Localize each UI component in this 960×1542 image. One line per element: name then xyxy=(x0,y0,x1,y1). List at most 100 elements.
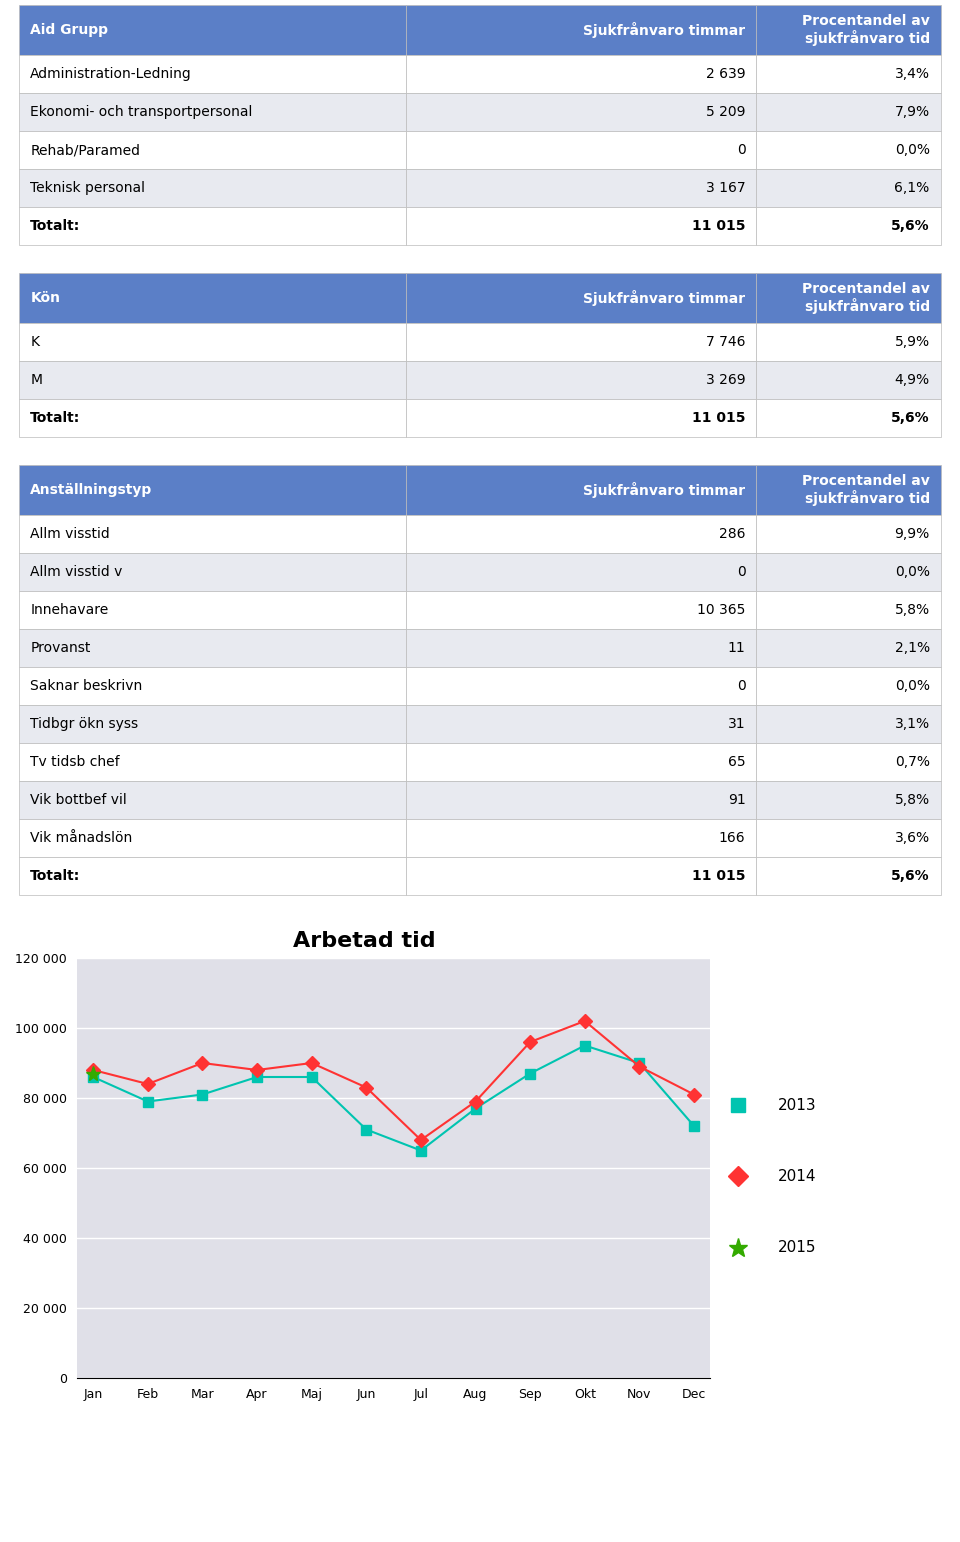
Bar xyxy=(19,56,406,93)
Text: 166: 166 xyxy=(719,831,745,845)
Text: Tv tidsb chef: Tv tidsb chef xyxy=(31,756,120,769)
Bar xyxy=(406,591,756,629)
Text: 31: 31 xyxy=(728,717,745,731)
Text: Anställningstyp: Anställningstyp xyxy=(31,483,153,497)
Bar xyxy=(406,56,756,93)
Bar xyxy=(756,780,941,819)
Bar xyxy=(406,361,756,399)
Bar xyxy=(19,629,406,668)
Bar xyxy=(406,515,756,554)
Bar xyxy=(19,322,406,361)
Bar xyxy=(756,207,941,245)
Bar xyxy=(406,170,756,207)
Text: 2015: 2015 xyxy=(778,1240,816,1255)
Bar xyxy=(406,780,756,819)
Text: 5,9%: 5,9% xyxy=(895,335,929,348)
Bar xyxy=(756,322,941,361)
Text: 0,0%: 0,0% xyxy=(895,678,929,692)
Text: Totalt:: Totalt: xyxy=(31,870,81,884)
Text: 0: 0 xyxy=(736,564,745,578)
Text: Rehab/Paramed: Rehab/Paramed xyxy=(31,143,140,157)
Text: Sjukfrånvaro timmar: Sjukfrånvaro timmar xyxy=(584,483,745,498)
Bar xyxy=(19,591,406,629)
Text: 9,9%: 9,9% xyxy=(895,527,929,541)
Text: Allm visstid v: Allm visstid v xyxy=(31,564,123,578)
Text: Sjukfrånvaro timmar: Sjukfrånvaro timmar xyxy=(584,290,745,305)
Text: Ekonomi- och transportpersonal: Ekonomi- och transportpersonal xyxy=(31,105,252,119)
Text: 286: 286 xyxy=(719,527,745,541)
Text: 2013: 2013 xyxy=(778,1098,816,1112)
Bar xyxy=(19,207,406,245)
Text: 7 746: 7 746 xyxy=(706,335,745,348)
Text: 91: 91 xyxy=(728,793,745,806)
Bar xyxy=(406,743,756,780)
Bar xyxy=(19,170,406,207)
Text: 6,1%: 6,1% xyxy=(895,180,929,194)
Bar xyxy=(19,819,406,857)
Text: 7,9%: 7,9% xyxy=(895,105,929,119)
Bar xyxy=(756,743,941,780)
Text: 3 167: 3 167 xyxy=(706,180,745,194)
Bar xyxy=(406,554,756,591)
Bar xyxy=(406,705,756,743)
Text: K: K xyxy=(31,335,39,348)
Text: Procentandel av
sjukfrånvaro tid: Procentandel av sjukfrånvaro tid xyxy=(802,14,929,46)
Bar xyxy=(756,5,941,56)
Text: 11: 11 xyxy=(728,641,745,655)
Bar xyxy=(756,466,941,515)
Bar xyxy=(19,5,406,56)
Text: 11 015: 11 015 xyxy=(692,219,745,233)
Bar xyxy=(406,668,756,705)
Text: 0: 0 xyxy=(736,143,745,157)
Text: 5,6%: 5,6% xyxy=(891,219,929,233)
Bar xyxy=(756,399,941,436)
Text: Procentandel av
sjukfrånvaro tid: Procentandel av sjukfrånvaro tid xyxy=(802,282,929,315)
Text: 11 015: 11 015 xyxy=(692,870,745,884)
Bar xyxy=(19,668,406,705)
Bar xyxy=(19,515,406,554)
Text: Saknar beskrivn: Saknar beskrivn xyxy=(31,678,142,692)
Bar xyxy=(406,466,756,515)
Bar xyxy=(406,5,756,56)
Bar xyxy=(406,399,756,436)
Text: Procentandel av
sjukfrånvaro tid: Procentandel av sjukfrånvaro tid xyxy=(802,473,929,506)
Bar xyxy=(756,56,941,93)
Text: 0,0%: 0,0% xyxy=(895,143,929,157)
Text: 3,6%: 3,6% xyxy=(895,831,929,845)
Bar xyxy=(756,93,941,131)
Text: Teknisk personal: Teknisk personal xyxy=(31,180,145,194)
Bar xyxy=(756,170,941,207)
Text: 5,6%: 5,6% xyxy=(891,412,929,426)
Text: 0,7%: 0,7% xyxy=(895,756,929,769)
Bar xyxy=(19,466,406,515)
Text: M: M xyxy=(31,373,42,387)
Bar xyxy=(406,857,756,894)
Bar xyxy=(406,273,756,322)
Text: 65: 65 xyxy=(728,756,745,769)
Text: Vik bottbef vil: Vik bottbef vil xyxy=(31,793,127,806)
Text: Allm visstid: Allm visstid xyxy=(31,527,110,541)
Bar xyxy=(756,819,941,857)
Bar xyxy=(756,361,941,399)
Text: 5,6%: 5,6% xyxy=(891,870,929,884)
Bar xyxy=(756,273,941,322)
Text: 0: 0 xyxy=(736,678,745,692)
Text: Provanst: Provanst xyxy=(31,641,90,655)
Text: 2 639: 2 639 xyxy=(706,66,745,82)
Bar xyxy=(406,819,756,857)
Text: 3 269: 3 269 xyxy=(706,373,745,387)
Bar xyxy=(756,515,941,554)
Bar xyxy=(19,705,406,743)
Bar xyxy=(756,591,941,629)
Bar xyxy=(756,629,941,668)
Text: 4,9%: 4,9% xyxy=(895,373,929,387)
Bar xyxy=(19,780,406,819)
Text: 3,4%: 3,4% xyxy=(895,66,929,82)
Text: 10 365: 10 365 xyxy=(697,603,745,617)
Text: Vik månadslön: Vik månadslön xyxy=(31,831,132,845)
Text: Administration-Ledning: Administration-Ledning xyxy=(31,66,192,82)
Bar xyxy=(19,857,406,894)
Bar xyxy=(756,668,941,705)
Bar xyxy=(19,399,406,436)
Bar xyxy=(406,93,756,131)
